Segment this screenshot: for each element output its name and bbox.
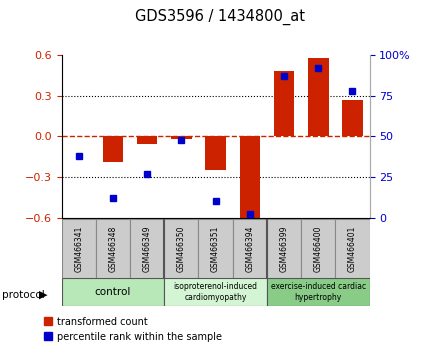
Bar [171, 136, 192, 139]
Text: GSM466399: GSM466399 [279, 225, 289, 272]
Bar [164, 278, 267, 306]
Bar [335, 219, 370, 278]
Text: GSM466351: GSM466351 [211, 225, 220, 272]
Bar [62, 278, 164, 306]
Text: ▶: ▶ [39, 290, 47, 299]
Text: GSM466349: GSM466349 [143, 225, 152, 272]
Text: GSM466394: GSM466394 [246, 225, 254, 272]
Bar [308, 58, 329, 136]
Bar [198, 219, 233, 278]
Bar [267, 219, 301, 278]
Bar [164, 219, 198, 278]
Bar [301, 219, 335, 278]
Text: isoproterenol-induced
cardiomyopathy: isoproterenol-induced cardiomyopathy [174, 282, 257, 302]
Bar [342, 100, 363, 136]
Text: exercise-induced cardiac
hypertrophy: exercise-induced cardiac hypertrophy [271, 282, 366, 302]
Text: GSM466350: GSM466350 [177, 225, 186, 272]
Text: control: control [95, 287, 131, 297]
Bar [233, 219, 267, 278]
Text: protocol: protocol [2, 290, 45, 299]
Bar [205, 136, 226, 170]
Text: GSM466400: GSM466400 [314, 225, 323, 272]
Bar [96, 219, 130, 278]
Bar [130, 219, 164, 278]
Bar [62, 219, 96, 278]
Legend: transformed count, percentile rank within the sample: transformed count, percentile rank withi… [40, 313, 225, 346]
Bar [103, 136, 123, 162]
Text: GDS3596 / 1434800_at: GDS3596 / 1434800_at [135, 9, 305, 25]
Text: GSM466348: GSM466348 [108, 225, 117, 272]
Bar [267, 278, 370, 306]
Bar [274, 71, 294, 136]
Bar [137, 136, 158, 144]
Text: GSM466341: GSM466341 [74, 225, 83, 272]
Text: GSM466401: GSM466401 [348, 225, 357, 272]
Bar [239, 136, 260, 222]
